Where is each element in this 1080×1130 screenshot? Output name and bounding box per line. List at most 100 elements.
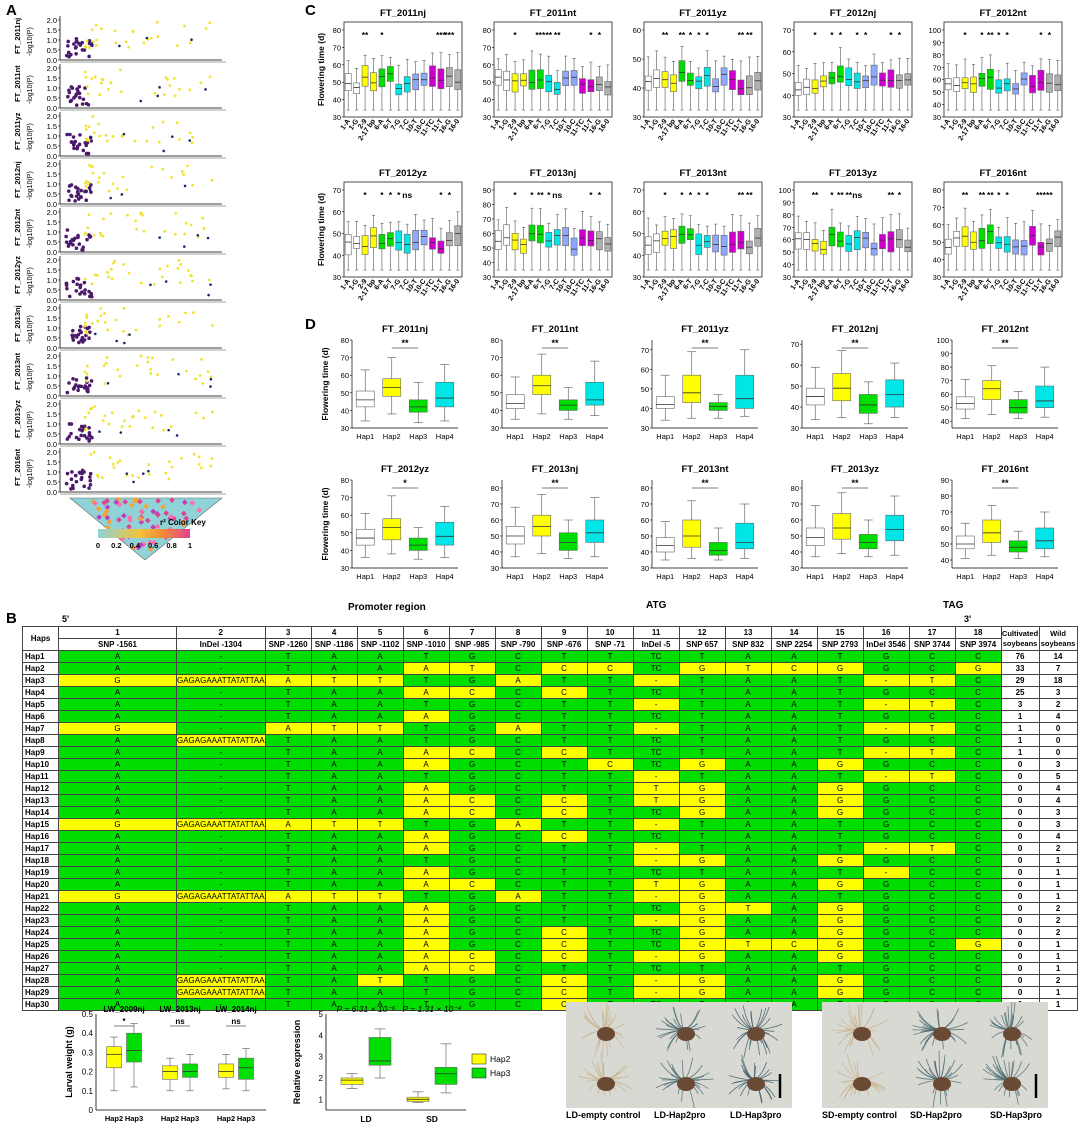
hap-name: Hap8 (22, 734, 59, 747)
allele-cell: - (632, 674, 680, 687)
allele-cell: - (632, 818, 680, 831)
allele-cell: A (310, 842, 358, 855)
allele-cell: G (448, 914, 496, 927)
snp-point-yellow (94, 43, 98, 47)
snp-point-yellow (171, 358, 175, 362)
snp-point-yellow (146, 360, 150, 364)
ld-cell (92, 500, 98, 507)
tick-label: 1.0 (47, 468, 57, 477)
box-body (735, 522, 755, 550)
allele-cell: G (678, 914, 726, 927)
snp-point-purple (73, 199, 77, 203)
snp-point-yellow (84, 329, 87, 333)
allele-cell: A (310, 794, 358, 807)
significance-mark: ** (979, 190, 986, 200)
y-tick-label: 60 (791, 516, 799, 525)
allele-cell: A (356, 998, 404, 1011)
allele-cell: A (58, 806, 177, 819)
allele-cell: T (816, 734, 864, 747)
group-label: LW_2009nj (103, 1005, 144, 1014)
snp-point-purple (68, 132, 72, 137)
allele-cell: A (58, 650, 177, 663)
snp-point-purple (78, 292, 82, 296)
allele-cell: C (908, 758, 956, 771)
snp-point-yellow (161, 167, 165, 171)
allele-cell: C (540, 950, 588, 963)
snp-point-yellow (191, 279, 194, 283)
snp-point-yellow (150, 165, 154, 169)
box-body (811, 239, 819, 252)
snp-point-yellow (156, 373, 160, 377)
snp-point-yellow (83, 370, 87, 374)
ld-cell (104, 504, 111, 511)
snp-point-navy (98, 430, 101, 433)
allele-cell: A (58, 926, 177, 939)
snp-point-purple (79, 384, 84, 389)
box-body (355, 390, 375, 408)
allele-cell: GAGAGAAATTATATTAA (176, 674, 266, 687)
snp-point-yellow (125, 188, 129, 192)
snp-point-yellow (147, 463, 151, 466)
box-body (434, 1067, 458, 1085)
snp-point-navy (132, 480, 135, 484)
allele-cell: T (264, 926, 312, 939)
significance-mark: * (706, 30, 710, 40)
color-key-tick: 0.4 (130, 541, 141, 550)
cultivated-count: 0 (1000, 926, 1040, 939)
snp-point-yellow (100, 476, 104, 479)
trait-label: FT_2012nt (13, 208, 22, 246)
column-number: 7 (448, 626, 496, 639)
y-tick-label: 50 (341, 389, 349, 398)
allele-cell: T (586, 734, 634, 747)
cultivated-count: 25 (1000, 686, 1040, 699)
box-body (238, 1057, 254, 1080)
box-body (126, 1032, 142, 1063)
allele-cell: C (494, 830, 542, 843)
x-tick-label: Hap2 (983, 572, 1001, 581)
y-tick-label: 30 (491, 564, 499, 573)
box-body (904, 73, 912, 86)
snp-point-navy (109, 196, 112, 200)
snp-point-purple (73, 473, 78, 478)
allele-cell: - (632, 950, 680, 963)
plot-frame (493, 181, 613, 278)
snp-point-yellow (146, 356, 150, 359)
allele-cell: A (58, 698, 177, 711)
allele-cell: G (862, 710, 910, 723)
snp-point-purple (65, 286, 69, 291)
y-tick-label: 60 (641, 365, 649, 374)
y-tick-label: 70 (783, 26, 791, 35)
allele-cell: C (540, 938, 588, 951)
allele-cell: T (586, 746, 634, 759)
allele-cell: T (816, 890, 864, 903)
allele-cell: T (586, 722, 634, 735)
y-tick-label: 50 (341, 529, 349, 538)
tick-label: 1.5 (47, 362, 57, 371)
y-axis-label: Flowering time (d) (320, 347, 330, 420)
plot-title: FT_2013yz (831, 464, 879, 475)
allele-cell: TC (632, 686, 680, 699)
snp-point-yellow (197, 455, 201, 459)
allele-cell: T (540, 770, 588, 783)
box-body (828, 226, 836, 247)
allele-cell: C (954, 986, 1002, 999)
snp-point-yellow (102, 171, 106, 175)
significance-mark: ** (545, 30, 552, 40)
allele-cell: T (264, 662, 312, 675)
allele-cell: T (540, 902, 588, 915)
allele-cell: A (356, 782, 404, 795)
tick-label: 1.5 (47, 314, 57, 323)
y-tick-label: 4 (319, 1031, 324, 1040)
snp-point-purple (66, 189, 71, 193)
y-tick-label: 100 (936, 336, 949, 345)
box-body (832, 513, 852, 540)
allele-cell: T (816, 842, 864, 855)
box-body (887, 69, 895, 88)
allele-cell: T (678, 842, 726, 855)
snp-point-purple (80, 248, 85, 252)
significance-mark: * (530, 190, 534, 200)
snp-point-yellow (204, 27, 208, 31)
column-name: SNP -1186 (310, 638, 358, 651)
snp-point-yellow (87, 46, 91, 50)
snp-point-navy (209, 283, 212, 286)
